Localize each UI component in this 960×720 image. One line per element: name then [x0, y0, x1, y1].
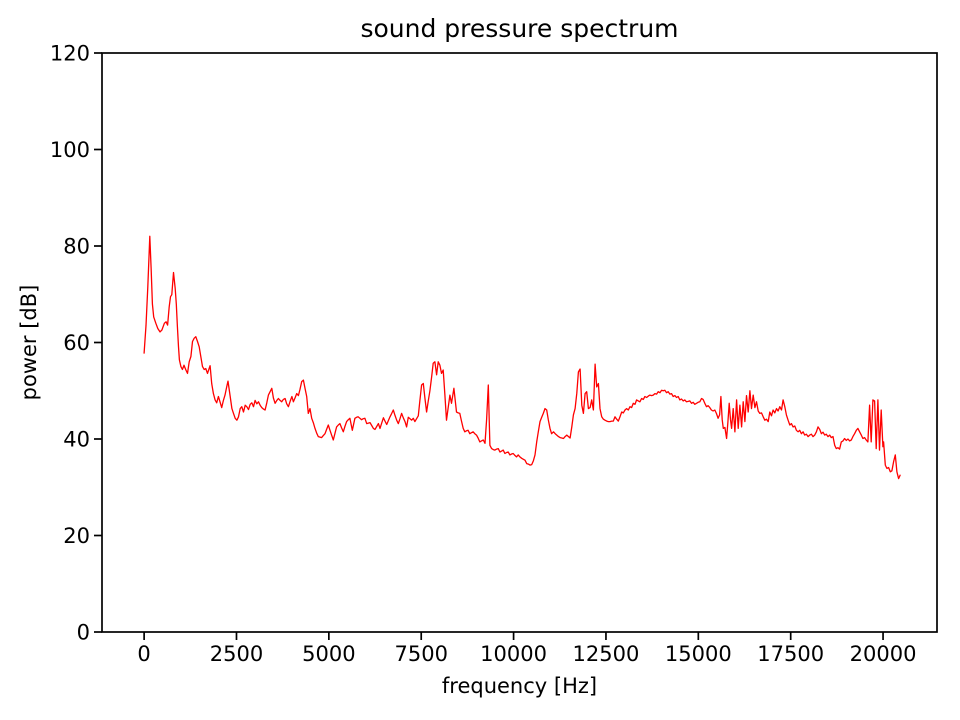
y-tick-label: 40 — [63, 428, 90, 452]
y-axis-label: power [dB] — [17, 285, 41, 401]
x-tick-label: 5000 — [302, 642, 355, 666]
x-tick-label: 2500 — [210, 642, 263, 666]
y-tick-label: 120 — [50, 42, 90, 66]
x-axis-label: frequency [Hz] — [442, 674, 597, 698]
y-tick-label: 100 — [50, 138, 90, 162]
x-tick-label: 17500 — [757, 642, 824, 666]
x-tick-label: 20000 — [850, 642, 917, 666]
y-tick-label: 20 — [63, 524, 90, 548]
spectrum-line — [143, 235, 901, 480]
data-line-layer — [143, 235, 901, 480]
plot-spines — [101, 52, 938, 633]
y-tick-label: 60 — [63, 331, 90, 355]
x-tick-label: 12500 — [573, 642, 640, 666]
axis-ticks: 0 2500 5000 7500 10000 12500 15000 17500 20000 0 2… — [50, 42, 917, 667]
x-tick-label: 7500 — [394, 642, 447, 666]
chart-title: sound pressure spectrum — [360, 14, 678, 43]
y-tick-label: 0 — [77, 621, 90, 645]
y-tick-label: 80 — [63, 235, 90, 259]
x-tick-label: 15000 — [665, 642, 732, 666]
x-tick-label: 10000 — [480, 642, 547, 666]
x-tick-label: 0 — [137, 642, 150, 666]
